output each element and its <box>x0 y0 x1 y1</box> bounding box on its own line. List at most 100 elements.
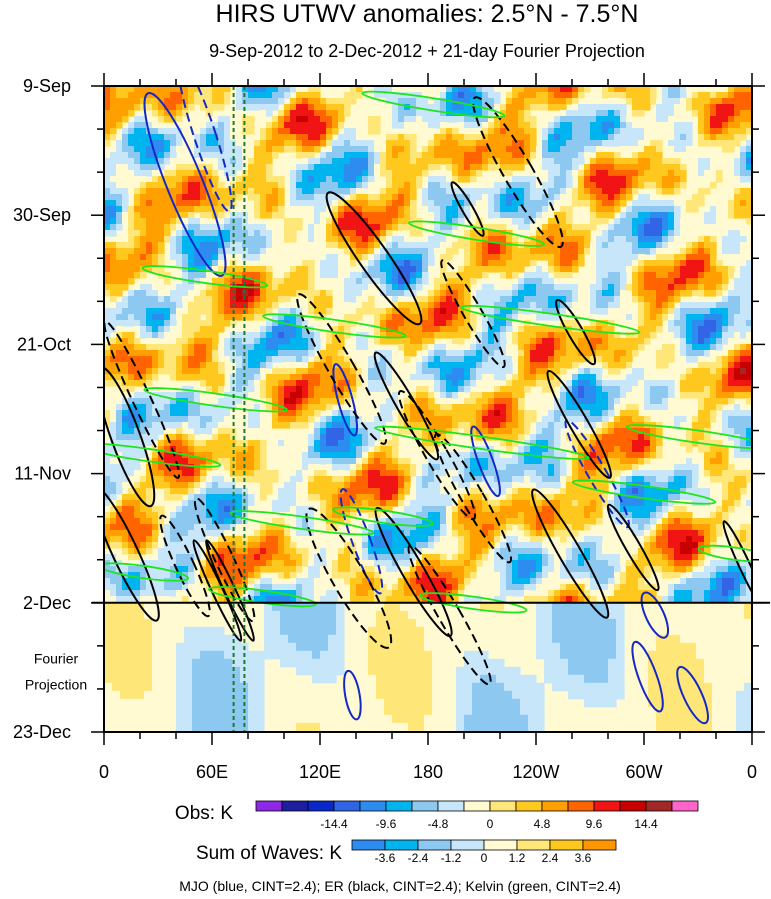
colorbar-swatch <box>483 839 518 851</box>
er-contour <box>440 259 506 369</box>
er-contour <box>104 366 156 508</box>
colorbar-label: 9.6 <box>586 817 603 831</box>
waves-colorbar: -3.6 -2.4 -1.2 0 1.2 2.4 3.6 <box>351 839 617 865</box>
er-contour <box>555 298 597 366</box>
er-contour <box>472 96 564 249</box>
colorbar-swatch <box>489 800 517 812</box>
colorbar-swatch <box>417 839 452 851</box>
er-contour <box>722 520 752 612</box>
y-tick-label: 9-Sep <box>23 76 71 96</box>
colorbar-swatch <box>582 839 617 851</box>
mjo-contour <box>676 665 709 725</box>
waves-colorbar-title: Sum of Waves: K <box>196 843 342 864</box>
reference-lines <box>232 86 246 732</box>
kelvin-contour <box>374 425 590 460</box>
colorbar-swatch <box>450 839 485 851</box>
colorbar-swatch <box>593 800 621 812</box>
kelvin-contour <box>361 90 506 119</box>
colorbar-label: -3.6 <box>375 851 396 865</box>
colorbar-swatch <box>281 800 309 812</box>
mjo-contour <box>143 91 227 277</box>
kelvin-contour <box>408 220 546 247</box>
er-contour <box>450 181 485 237</box>
colorbar-label: -9.6 <box>376 817 397 831</box>
colorbar-label: 1.2 <box>509 851 526 865</box>
colorbar-swatch <box>384 839 419 851</box>
y-tick-label: 11-Nov <box>14 464 71 484</box>
kelvin-contour <box>104 562 190 582</box>
y-tick-label: 2-Dec <box>23 593 71 613</box>
x-tick-label: 0 <box>99 762 109 782</box>
colorbar-swatch <box>619 800 647 812</box>
x-tick-label: 60W <box>625 762 662 782</box>
observed-anomaly-field <box>104 86 752 604</box>
colorbar-swatch <box>307 800 335 812</box>
fourier-projection-label: Fourier Projection <box>25 650 87 692</box>
x-tick-label: 60E <box>196 762 228 782</box>
obs-colorbar: -14.4 -9.6 -4.8 0 4.8 9.6 14.4 <box>255 800 699 831</box>
x-tick-label: 120W <box>512 762 559 782</box>
colorbar-label: 2.4 <box>542 851 559 865</box>
colorbar-swatch <box>645 800 673 812</box>
y-tick-label: 21-Oct <box>17 334 71 354</box>
y-axis-tick-labels: 9-Sep 30-Sep 21-Oct 11-Nov 2-Dec 23-Dec <box>13 76 71 742</box>
mjo-contour <box>631 640 664 713</box>
kelvin-contour <box>625 424 752 450</box>
x-tick-label: 0 <box>747 762 757 782</box>
kelvin-contour <box>104 442 222 468</box>
er-contour <box>296 293 388 445</box>
kelvin-contour <box>141 265 269 289</box>
chart-title: HIRS UTWV anomalies: 2.5°N - 7.5°N <box>216 0 639 28</box>
mjo-contour <box>339 488 384 595</box>
kelvin-contour <box>143 387 288 413</box>
er-contour <box>104 485 160 622</box>
colorbar-swatch <box>516 839 551 851</box>
colorbar-swatch <box>411 800 439 812</box>
colorbar-label: -1.2 <box>441 851 462 865</box>
wave-contours <box>104 86 752 725</box>
mjo-contour <box>343 669 362 721</box>
x-tick-label: 180 <box>413 762 443 782</box>
kelvin-contour <box>418 592 528 614</box>
er-contour <box>433 433 513 564</box>
x-axis-tick-labels: 0 60E 120E 180 120W 60W 0 <box>99 762 757 782</box>
plot-area <box>104 86 752 732</box>
mjo-contour <box>470 425 501 498</box>
colorbar-swatch <box>385 800 413 812</box>
colorbar-swatch <box>515 800 543 812</box>
colorbar-swatch <box>671 800 699 812</box>
colorbar-label: 14.4 <box>634 817 658 831</box>
colorbar-swatch <box>567 800 595 812</box>
er-contour <box>104 320 181 479</box>
mjo-contour <box>177 86 233 213</box>
er-contour <box>531 488 610 619</box>
er-contour <box>546 369 612 479</box>
y-tick-label: 23-Dec <box>13 722 71 742</box>
er-contour <box>159 514 211 618</box>
chart-subtitle: 9-Sep-2012 to 2-Dec-2012 + 21-day Fourie… <box>209 41 645 61</box>
projection-anomaly-field <box>104 602 752 732</box>
colorbar-swatch <box>351 839 386 851</box>
colorbar-swatch <box>255 800 283 812</box>
kelvin-contour <box>262 313 407 339</box>
er-contour <box>325 191 423 326</box>
axis-ticks <box>91 73 765 745</box>
kelvin-contour <box>229 510 375 536</box>
x-tick-label: 120E <box>299 762 341 782</box>
obs-colorbar-title: Obs: K <box>175 803 233 824</box>
colorbar-label: -4.8 <box>428 817 449 831</box>
colorbar-label: -14.4 <box>320 817 348 831</box>
colorbar-label: 0 <box>487 817 494 831</box>
colorbar-label: 4.8 <box>534 817 551 831</box>
kelvin-contour <box>460 304 641 335</box>
colorbar-label: 3.6 <box>575 851 592 865</box>
er-contour <box>407 544 492 686</box>
mjo-contour <box>640 591 670 639</box>
colorbar-label: 0 <box>481 851 488 865</box>
colorbar-label: -2.4 <box>408 851 429 865</box>
er-contour <box>606 503 660 592</box>
colorbar-swatch <box>549 839 584 851</box>
colorbar-swatch <box>359 800 387 812</box>
colorbar-swatch <box>541 800 569 812</box>
